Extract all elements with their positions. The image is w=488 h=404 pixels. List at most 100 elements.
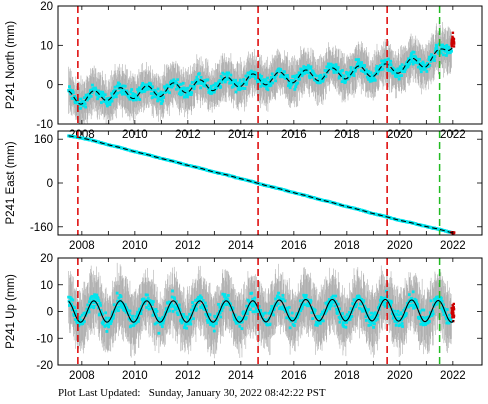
data-point [317,74,321,78]
data-point [103,93,107,97]
data-point [244,74,248,78]
data-point [154,311,157,315]
data-point [348,74,352,78]
data-point [255,75,259,79]
data-point [68,296,72,299]
data-point [108,103,112,106]
data-point [181,319,185,323]
data-point [261,78,265,82]
data-point [354,68,358,71]
data-point [123,303,127,307]
data-point [111,310,114,314]
data-point [367,69,371,73]
data-point [79,106,82,110]
data-point [411,62,415,66]
data-point [98,301,102,305]
data-point [88,93,92,96]
data-point [174,87,178,91]
data-point [350,69,353,72]
data-point [71,298,75,302]
data-point [256,81,260,85]
data-point [87,308,91,311]
data-point [373,78,377,82]
data-point [156,99,160,103]
data-point [134,321,138,324]
data-point [153,322,157,326]
data-point [92,304,96,308]
data-point [82,320,86,323]
data-point [352,74,356,77]
data-point [138,307,142,311]
data-point [331,63,335,67]
data-point [193,84,197,87]
data-point [110,319,114,323]
data-point [435,45,439,49]
data-point [95,93,99,97]
data-point [129,324,133,328]
data-point [160,97,164,100]
data-point [128,313,131,317]
data-point [74,96,78,100]
x-tick-label: 2016 [281,240,307,252]
data-point [304,66,308,70]
data-point [240,86,244,90]
data-point [70,302,73,306]
data-point [265,84,269,88]
data-point [355,62,359,66]
recent-point [452,41,456,44]
data-point [433,59,436,62]
data-point [417,61,421,65]
data-point [306,69,309,73]
data-point [84,105,88,109]
data-point [258,79,261,82]
data-point [389,63,393,67]
data-point [160,325,164,328]
data-point [146,298,150,302]
data-point [136,310,140,314]
data-point [245,78,249,82]
data-point [263,84,267,88]
data-point [105,97,109,101]
data-point [116,91,119,95]
data-point [116,299,119,303]
data-point [71,308,74,312]
data-point [189,308,193,312]
data-point [101,92,105,96]
data-point [212,90,216,94]
recent-point [450,44,454,48]
data-point [215,86,218,90]
data-point [145,83,148,87]
data-point [122,309,126,312]
data-point [317,81,321,85]
data-point [114,88,117,92]
data-point [120,92,124,96]
data-point [218,78,222,82]
data-point [147,83,151,86]
data-point [70,97,74,100]
data-point [111,316,115,319]
data-point [309,66,312,70]
data-point [428,55,432,59]
data-point [180,321,184,325]
data-point [156,87,160,91]
data-point [124,310,128,314]
data-point [167,300,171,304]
data-point [170,295,174,299]
data-point [105,330,109,333]
data-point [116,302,120,306]
data-point [157,97,160,101]
data-point [326,65,330,69]
data-point [319,73,323,77]
data-point [116,84,120,88]
data-point [332,68,335,72]
data-point [143,89,147,93]
data-point [94,299,98,303]
data-point [108,100,112,104]
data-point [419,70,423,74]
data-point [425,70,429,73]
y-tick-label: 0 [47,178,53,190]
data-point [117,305,121,309]
data-point [117,309,120,312]
data-point [184,322,188,326]
data-point [393,71,396,75]
